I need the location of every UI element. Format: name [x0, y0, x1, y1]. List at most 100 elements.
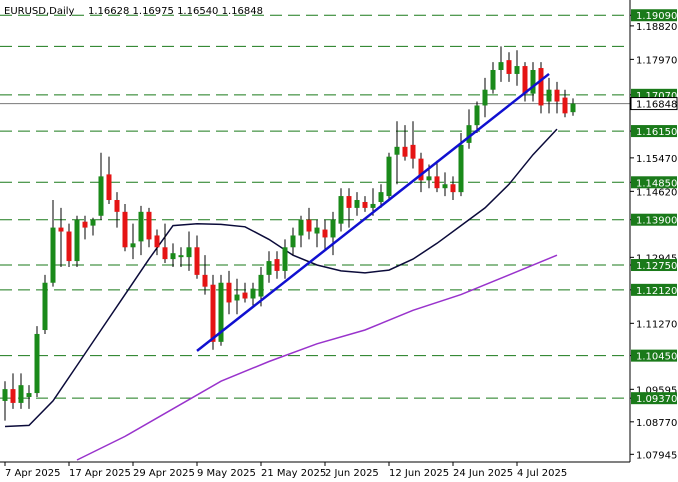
candle-body-bear	[226, 282, 232, 303]
candle-body-bear	[114, 200, 120, 212]
candle[interactable]	[114, 192, 120, 228]
candle[interactable]	[450, 176, 456, 201]
candles[interactable]	[2, 46, 576, 421]
candle[interactable]	[82, 215, 88, 240]
candle-body-bull	[426, 176, 432, 181]
candle[interactable]	[42, 274, 48, 334]
candle-body-bull	[474, 105, 480, 126]
candle[interactable]	[362, 196, 368, 212]
candle[interactable]	[354, 192, 360, 216]
candle[interactable]	[250, 282, 256, 307]
candle[interactable]	[442, 172, 448, 197]
candle[interactable]	[234, 278, 240, 315]
candle[interactable]	[154, 229, 160, 256]
candle[interactable]	[282, 239, 288, 279]
candle[interactable]	[346, 188, 352, 228]
candle[interactable]	[482, 77, 488, 118]
candle[interactable]	[146, 207, 152, 248]
y-tick-label: 1.12945	[636, 253, 677, 264]
candle[interactable]	[338, 188, 344, 232]
candle[interactable]	[34, 326, 40, 397]
candle[interactable]	[322, 219, 328, 252]
level-price-label: 1.12750	[636, 261, 677, 272]
candle[interactable]	[130, 223, 136, 260]
candle[interactable]	[290, 227, 296, 256]
candle[interactable]	[90, 217, 96, 236]
candle[interactable]	[74, 215, 80, 267]
candle[interactable]	[394, 121, 400, 185]
candle[interactable]	[106, 156, 112, 204]
candle[interactable]	[226, 270, 232, 315]
candle[interactable]	[530, 62, 536, 102]
candle[interactable]	[554, 81, 560, 114]
candle[interactable]	[418, 152, 424, 193]
candle-body-bear	[242, 292, 248, 299]
candle-body-bull	[498, 62, 504, 71]
x-tick-label: 2 Jun 2025	[325, 468, 379, 479]
candle[interactable]	[474, 101, 480, 134]
candle[interactable]	[546, 77, 552, 114]
candle[interactable]	[138, 205, 144, 256]
candle[interactable]	[562, 89, 568, 118]
candle[interactable]	[170, 243, 176, 267]
candle[interactable]	[330, 211, 336, 256]
level-price-label: 1.17070	[636, 91, 677, 102]
candle[interactable]	[378, 184, 384, 208]
candle[interactable]	[122, 203, 128, 252]
candle-body-bull	[50, 227, 56, 283]
candle-body-bear	[322, 229, 328, 238]
candle[interactable]	[58, 207, 64, 267]
candle[interactable]	[266, 251, 272, 283]
candle-body-bull	[26, 393, 32, 397]
candle[interactable]	[2, 381, 8, 421]
level-price-label: 1.10450	[636, 352, 677, 363]
candle[interactable]	[194, 235, 200, 279]
candle[interactable]	[410, 121, 416, 169]
x-tick-label: 29 Apr 2025	[133, 468, 195, 479]
level-price-label: 1.16150	[636, 127, 677, 138]
candle[interactable]	[466, 109, 472, 149]
candle-body-bear	[154, 235, 160, 248]
candle[interactable]	[386, 152, 392, 201]
candle[interactable]	[490, 62, 496, 94]
x-tick-label: 4 Jul 2025	[517, 468, 567, 479]
level-price-box	[631, 213, 677, 226]
candle[interactable]	[434, 160, 440, 193]
candle-body-bear	[106, 174, 112, 201]
candle[interactable]	[506, 52, 512, 82]
candle-body-bull	[186, 247, 192, 258]
candle-body-bull	[482, 89, 488, 106]
candle[interactable]	[306, 207, 312, 240]
candle[interactable]	[498, 46, 504, 82]
candle-body-bull	[178, 255, 184, 258]
candle[interactable]	[402, 125, 408, 161]
candle[interactable]	[570, 98, 576, 116]
candle[interactable]	[298, 215, 304, 248]
candle[interactable]	[18, 373, 24, 409]
candle[interactable]	[218, 274, 224, 346]
x-tick-label: 9 May 2025	[197, 468, 256, 479]
candle[interactable]	[98, 152, 104, 220]
candle[interactable]	[10, 373, 16, 409]
candle-body-bull	[370, 203, 376, 208]
candle[interactable]	[522, 62, 528, 102]
candle-body-bull	[130, 243, 136, 248]
candle[interactable]	[186, 231, 192, 271]
candle-body-bull	[266, 261, 272, 275]
candle[interactable]	[514, 50, 520, 86]
candle[interactable]	[242, 282, 248, 303]
candle[interactable]	[162, 223, 168, 264]
candle[interactable]	[274, 251, 280, 279]
candle[interactable]	[178, 247, 184, 267]
trendline-layer	[196, 72, 550, 352]
candle-body-bear	[306, 219, 312, 232]
candle[interactable]	[314, 219, 320, 248]
candle-body-bear	[434, 176, 440, 189]
candle[interactable]	[50, 200, 56, 287]
candle[interactable]	[538, 62, 544, 114]
candle[interactable]	[202, 255, 208, 295]
candle[interactable]	[66, 223, 72, 267]
candle-body-bear	[66, 231, 72, 262]
candle[interactable]	[26, 385, 32, 409]
